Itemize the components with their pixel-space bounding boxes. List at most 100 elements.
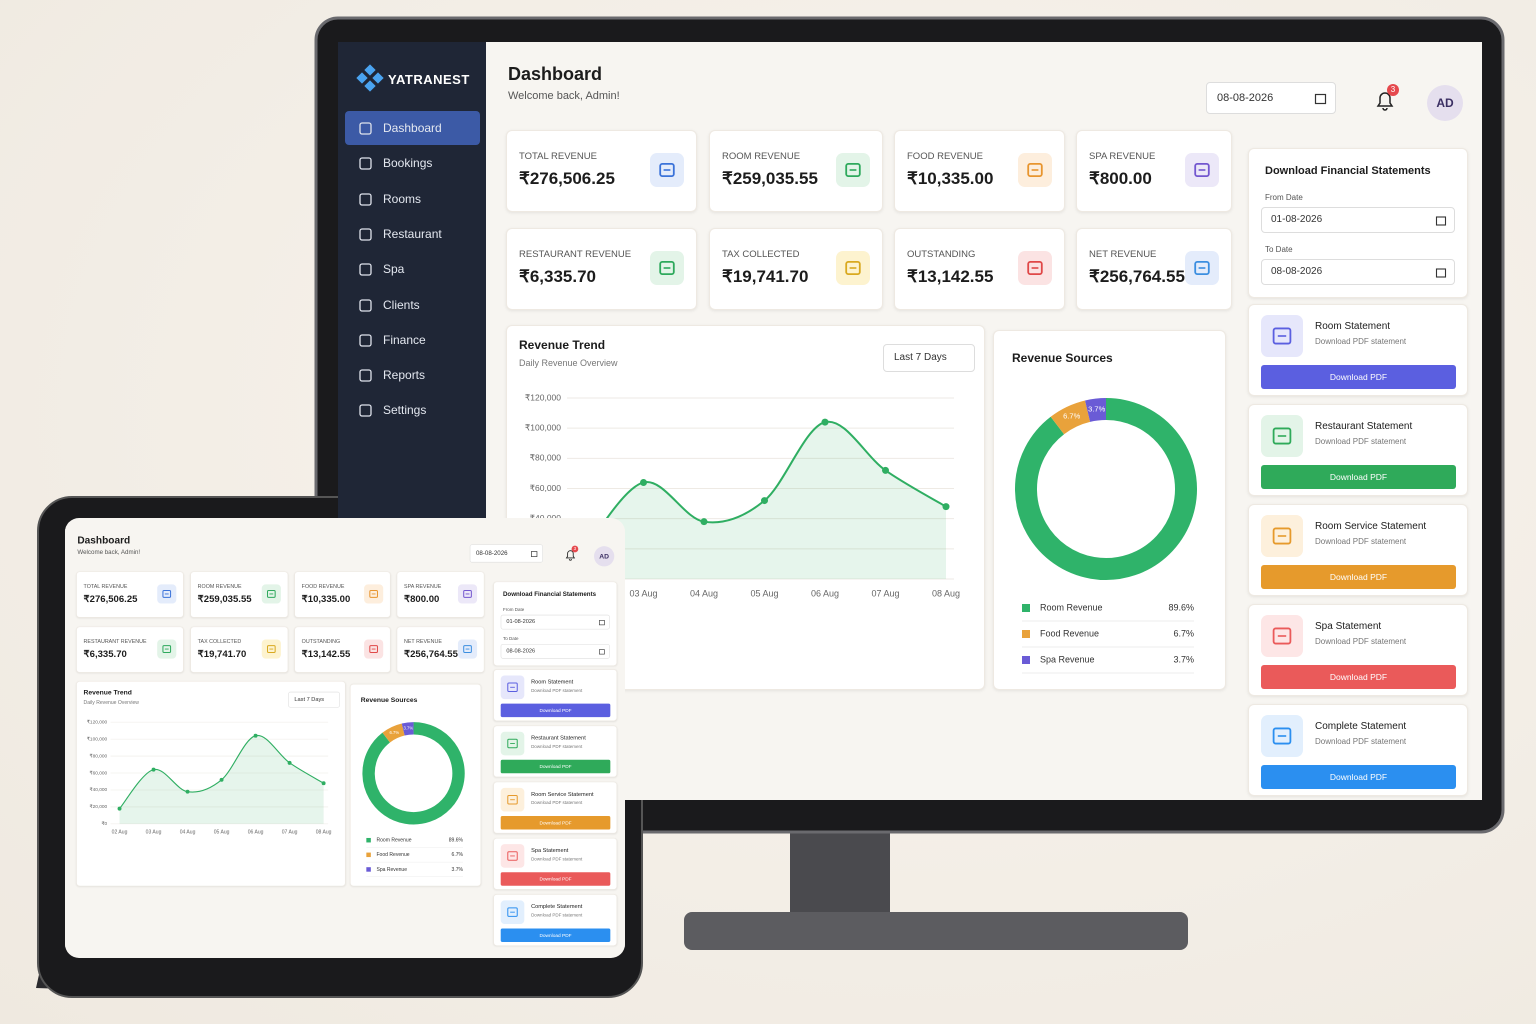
notifications[interactable]: 3 — [1374, 84, 1399, 112]
icon-glyph — [507, 851, 518, 861]
statement-card: Room Service Statement Download PDF state… — [1248, 504, 1468, 596]
statement-subtitle: Download PDF statement — [531, 744, 583, 750]
nav-icon — [359, 263, 372, 276]
x-tick-label: 06 Aug — [811, 588, 839, 598]
date-input[interactable]: 08-08-2026 — [1261, 259, 1455, 285]
icon — [500, 731, 525, 756]
nav-item[interactable]: Spa — [345, 252, 480, 286]
download-button[interactable]: Download PDF — [500, 872, 611, 886]
calendar-icon — [531, 551, 538, 557]
area — [583, 421, 946, 579]
y-tick-label: ₹60,000 — [530, 483, 562, 493]
download-button[interactable]: Download PDF — [500, 816, 611, 830]
download-button[interactable]: Download PDF — [500, 703, 611, 718]
kpi-label: RESTAURANT REVENUE — [519, 249, 632, 260]
nav-item[interactable]: Clients — [345, 288, 480, 322]
kpi-card: NET REVENUE ₹256,764.55 — [396, 626, 485, 673]
statement-card: Spa Statement Download PDF statement Downl… — [1248, 604, 1468, 696]
logo-shape — [364, 64, 376, 76]
y-tick-label: ₹60,000 — [90, 770, 108, 776]
avatar[interactable]: AD — [1427, 85, 1463, 121]
calendar-glyph — [1435, 216, 1447, 226]
glyph — [463, 590, 472, 598]
icon — [157, 639, 177, 659]
kpi-label: NET REVENUE — [1089, 249, 1157, 260]
statement-subtitle: Download PDF statement — [531, 800, 583, 806]
nav-glyph — [359, 157, 372, 170]
download-button[interactable]: Download PDF — [1261, 465, 1456, 489]
y-tick-label: ₹40,000 — [530, 513, 562, 523]
statement-title: Complete Statement — [1315, 721, 1407, 732]
icon-glyph — [1194, 162, 1210, 178]
kpi-card: FOOD REVENUE ₹10,335.00 — [894, 130, 1065, 212]
calendar-icon — [1435, 268, 1447, 278]
glyph — [1027, 260, 1043, 276]
nav-label: Finance — [383, 332, 426, 347]
download-button[interactable]: Download PDF — [500, 928, 611, 942]
revenue-trend-card: Revenue Trend Daily Revenue Overview Last … — [76, 681, 346, 887]
notifications[interactable]: 3 — [564, 545, 579, 561]
kpi-card: SPA REVENUE ₹800.00 — [396, 571, 485, 618]
x-tick-label: 03 Aug — [146, 830, 162, 836]
nav-label: Reports — [383, 368, 426, 383]
icon — [364, 639, 384, 659]
y-tick-label: ₹40,000 — [90, 787, 108, 793]
kpi-card: TOTAL REVENUE ₹276,506.25 — [76, 571, 184, 618]
glyph — [1194, 260, 1210, 276]
x-tick-label: 06 Aug — [248, 830, 264, 836]
nav-item[interactable]: Bookings — [345, 146, 480, 180]
date-picker[interactable]: 08-08-2026 — [1206, 82, 1336, 114]
glyph — [266, 645, 276, 654]
nav-item[interactable]: Reports — [345, 358, 480, 392]
nav-icon — [359, 192, 372, 206]
date-label: To Date — [502, 636, 519, 642]
nav-item[interactable]: Finance — [345, 323, 480, 357]
date-input[interactable]: 08-08-2026 — [500, 643, 610, 659]
legend-label: Spa Revenue — [376, 867, 407, 873]
range-selector-text: Last 7 Days — [894, 352, 947, 363]
nav-item[interactable]: Dashboard — [345, 111, 480, 145]
glyph — [266, 590, 276, 598]
y-tick-label: ₹120,000 — [525, 392, 561, 402]
download-button[interactable]: Download PDF — [1261, 565, 1456, 589]
y-tick-label: ₹100,000 — [525, 422, 561, 432]
icon-glyph — [507, 738, 518, 749]
statement-card: Room Statement Download PDF statement Down… — [1248, 304, 1468, 396]
date-label: From Date — [502, 606, 525, 612]
nav-glyph — [359, 369, 372, 382]
statement-card: Complete Statement Download PDF statement… — [1248, 704, 1468, 796]
legend-label: Food Revenue — [1040, 628, 1099, 638]
statements-filter-card: Download Financial Statements From Date 01… — [493, 581, 618, 666]
glyph — [1194, 162, 1210, 178]
download-button[interactable]: Download PDF — [1261, 365, 1456, 389]
y-tick-label: ₹0 — [101, 821, 107, 827]
nav-item[interactable]: Settings — [345, 393, 480, 427]
segment-label: 3.7% — [404, 726, 414, 731]
glyph — [507, 851, 518, 861]
nav-label: Spa — [383, 262, 405, 277]
kpi-label: FOOD REVENUE — [301, 583, 345, 590]
statement-subtitle: Download PDF statement — [531, 856, 583, 862]
download-button[interactable]: Download PDF — [1261, 765, 1456, 789]
statement-subtitle: Download PDF statement — [1315, 337, 1407, 346]
icon — [650, 153, 684, 187]
statements-title: Download Financial Statements — [502, 591, 597, 598]
nav-item[interactable]: Restaurant — [345, 217, 480, 251]
donut-segment — [401, 722, 414, 736]
nav-item[interactable]: Rooms — [345, 182, 480, 216]
avatar[interactable]: AD — [594, 546, 615, 567]
date-input[interactable]: 01-08-2026 — [1261, 207, 1455, 233]
date-input[interactable]: 01-08-2026 — [500, 614, 610, 630]
glyph — [369, 645, 378, 654]
chart-subtitle: Daily Revenue Overview — [83, 699, 139, 706]
legend-value: 3.7% — [1173, 654, 1194, 664]
glyph — [1027, 162, 1043, 178]
range-selector[interactable]: Last 7 Days — [883, 344, 975, 372]
kpi-card: TAX COLLECTED ₹19,741.70 — [190, 626, 289, 673]
date-picker[interactable]: 08-08-2026 — [469, 544, 543, 563]
download-button[interactable]: Download PDF — [1261, 665, 1456, 689]
statement-title: Room Service Statement — [1315, 521, 1427, 532]
icon-glyph — [369, 645, 378, 654]
download-button[interactable]: Download PDF — [500, 759, 611, 774]
range-selector[interactable]: Last 7 Days — [288, 691, 340, 708]
